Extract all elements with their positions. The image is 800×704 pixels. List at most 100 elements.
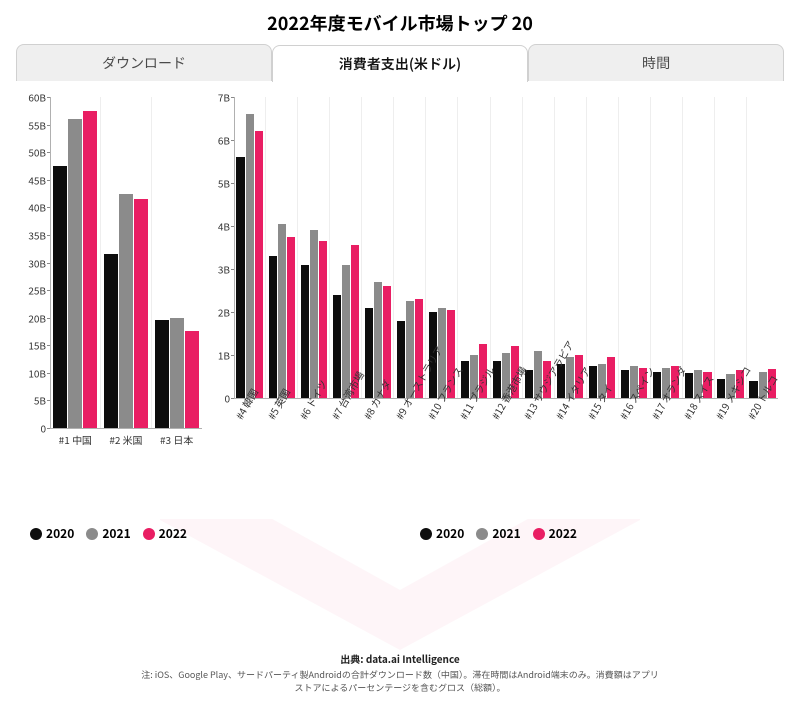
x-label: #20 トルコ xyxy=(735,393,767,430)
legend-item: 2022 xyxy=(533,525,577,542)
tab-time[interactable]: 時間 xyxy=(528,44,784,81)
y-tick-label: 3B xyxy=(218,262,230,277)
chart-rest-plot: #4 韓国#5 英国#6 ドイツ#7 台湾市場#8 カナダ#9 オーストラリア#… xyxy=(234,97,778,399)
x-label: #9 オーストラリア xyxy=(383,393,415,430)
y-tick-label: 50B xyxy=(28,145,46,160)
bar-group xyxy=(329,97,361,398)
bar xyxy=(170,318,184,428)
bar xyxy=(397,321,405,398)
bar xyxy=(83,111,97,428)
bar xyxy=(104,254,118,428)
y-tick-label: 1B xyxy=(218,348,230,363)
bar xyxy=(310,230,318,398)
x-label: #19 メキシコ xyxy=(703,393,735,430)
bar-group xyxy=(265,97,297,398)
bar xyxy=(319,241,327,398)
legend-item: 2020 xyxy=(420,525,464,542)
x-label: #3 日本 xyxy=(151,428,202,447)
x-label: #13 サウジアラビア xyxy=(511,393,543,430)
bar xyxy=(287,237,295,398)
x-label: #2 米国 xyxy=(101,428,152,447)
bar xyxy=(134,199,148,428)
bar xyxy=(68,119,82,428)
bar-group xyxy=(50,97,100,428)
chart-top3-xlabels: #1 中国#2 米国#3 日本 xyxy=(50,428,202,447)
x-label: #7 台湾市場 xyxy=(319,393,351,430)
legend-item: 2020 xyxy=(30,525,74,542)
y-tick-label: 20B xyxy=(28,310,46,325)
bar-group xyxy=(490,97,522,398)
bar-group xyxy=(361,97,393,398)
bar xyxy=(185,331,199,428)
y-tick-label: 4B xyxy=(218,219,230,234)
x-label: #12 香港市場 xyxy=(479,393,511,430)
chart-top3: #1 中国#2 米国#3 日本 05B10B15B20B25B30B35B40B… xyxy=(16,89,206,519)
x-label: #1 中国 xyxy=(50,428,101,447)
tab-spend[interactable]: 消費者支出(米ドル) xyxy=(272,45,528,82)
legend-item: 2021 xyxy=(476,525,520,542)
x-label: #16 スペイン xyxy=(607,393,639,430)
legend-right: 2020 2021 2022 xyxy=(420,525,577,542)
x-label: #17 オランダ xyxy=(639,393,671,430)
bar-group xyxy=(682,97,714,398)
charts-row: #1 中国#2 米国#3 日本 05B10B15B20B25B30B35B40B… xyxy=(16,89,784,519)
bar-group xyxy=(393,97,425,398)
y-tick-label: 0 xyxy=(40,421,46,436)
y-tick-label: 5B xyxy=(34,393,46,408)
legend-swatch xyxy=(86,528,98,540)
y-tick-label: 6B xyxy=(218,133,230,148)
y-tick-label: 15B xyxy=(28,338,46,353)
chart-rest-bars xyxy=(234,97,778,398)
y-tick-label: 60B xyxy=(28,90,46,105)
bar-group xyxy=(297,97,329,398)
bar-group xyxy=(746,97,778,398)
bar-group xyxy=(234,97,265,398)
bar-group xyxy=(650,97,682,398)
y-tick-label: 10B xyxy=(28,365,46,380)
x-label: #11 ブラジル xyxy=(447,393,479,430)
legend-swatch xyxy=(420,528,432,540)
x-label: #8 カナダ xyxy=(351,393,383,430)
x-label: #15 タイ xyxy=(575,393,607,430)
chart-top3-plot: #1 中国#2 米国#3 日本 05B10B15B20B25B30B35B40B… xyxy=(50,97,202,429)
source-text: 出典: data.ai Intelligence xyxy=(0,651,800,666)
chart-rest-xlabels: #4 韓国#5 英国#6 ドイツ#7 台湾市場#8 カナダ#9 オーストラリア#… xyxy=(234,402,778,421)
legend-label: 2021 xyxy=(492,525,520,542)
y-tick-label: 7B xyxy=(218,90,230,105)
x-label: #10 フランス xyxy=(415,393,447,430)
legend-label: 2020 xyxy=(46,525,74,542)
y-tick-label: 25B xyxy=(28,283,46,298)
x-label: #14 イタリア xyxy=(543,393,575,430)
x-label: #6 ドイツ xyxy=(287,393,319,430)
x-label: #18 スイス xyxy=(671,393,703,430)
tabs: ダウンロード 消費者支出(米ドル) 時間 xyxy=(16,44,784,81)
bar xyxy=(236,157,244,398)
bar xyxy=(246,114,254,398)
legend-swatch xyxy=(143,528,155,540)
bar-group xyxy=(457,97,489,398)
y-tick-label: 55B xyxy=(28,117,46,132)
x-label: #5 英国 xyxy=(255,393,287,430)
bar-group xyxy=(586,97,618,398)
legend-swatch xyxy=(30,528,42,540)
tab-downloads[interactable]: ダウンロード xyxy=(16,44,272,81)
bar-group xyxy=(151,97,202,428)
bar-group xyxy=(618,97,650,398)
page-title: 2022年度モバイル市場トップ 20 xyxy=(0,0,800,44)
legend-item: 2022 xyxy=(143,525,187,542)
chart-rest: #4 韓国#5 英国#6 ドイツ#7 台湾市場#8 カナダ#9 オーストラリア#… xyxy=(206,89,784,519)
bar-group xyxy=(100,97,151,428)
bar-group xyxy=(714,97,746,398)
bar xyxy=(365,308,373,398)
bar xyxy=(53,166,67,428)
bar xyxy=(301,265,309,398)
bar xyxy=(255,131,263,398)
y-tick-label: 2B xyxy=(218,305,230,320)
legend-swatch xyxy=(476,528,488,540)
bar-group xyxy=(522,97,554,398)
legend-label: 2020 xyxy=(436,525,464,542)
legend-swatch xyxy=(533,528,545,540)
legend-left: 202020212022 xyxy=(30,525,187,542)
footnote-text: 注: iOS、Google Play、サードパーティ製Androidの合計ダウン… xyxy=(140,668,660,694)
y-tick-label: 30B xyxy=(28,255,46,270)
